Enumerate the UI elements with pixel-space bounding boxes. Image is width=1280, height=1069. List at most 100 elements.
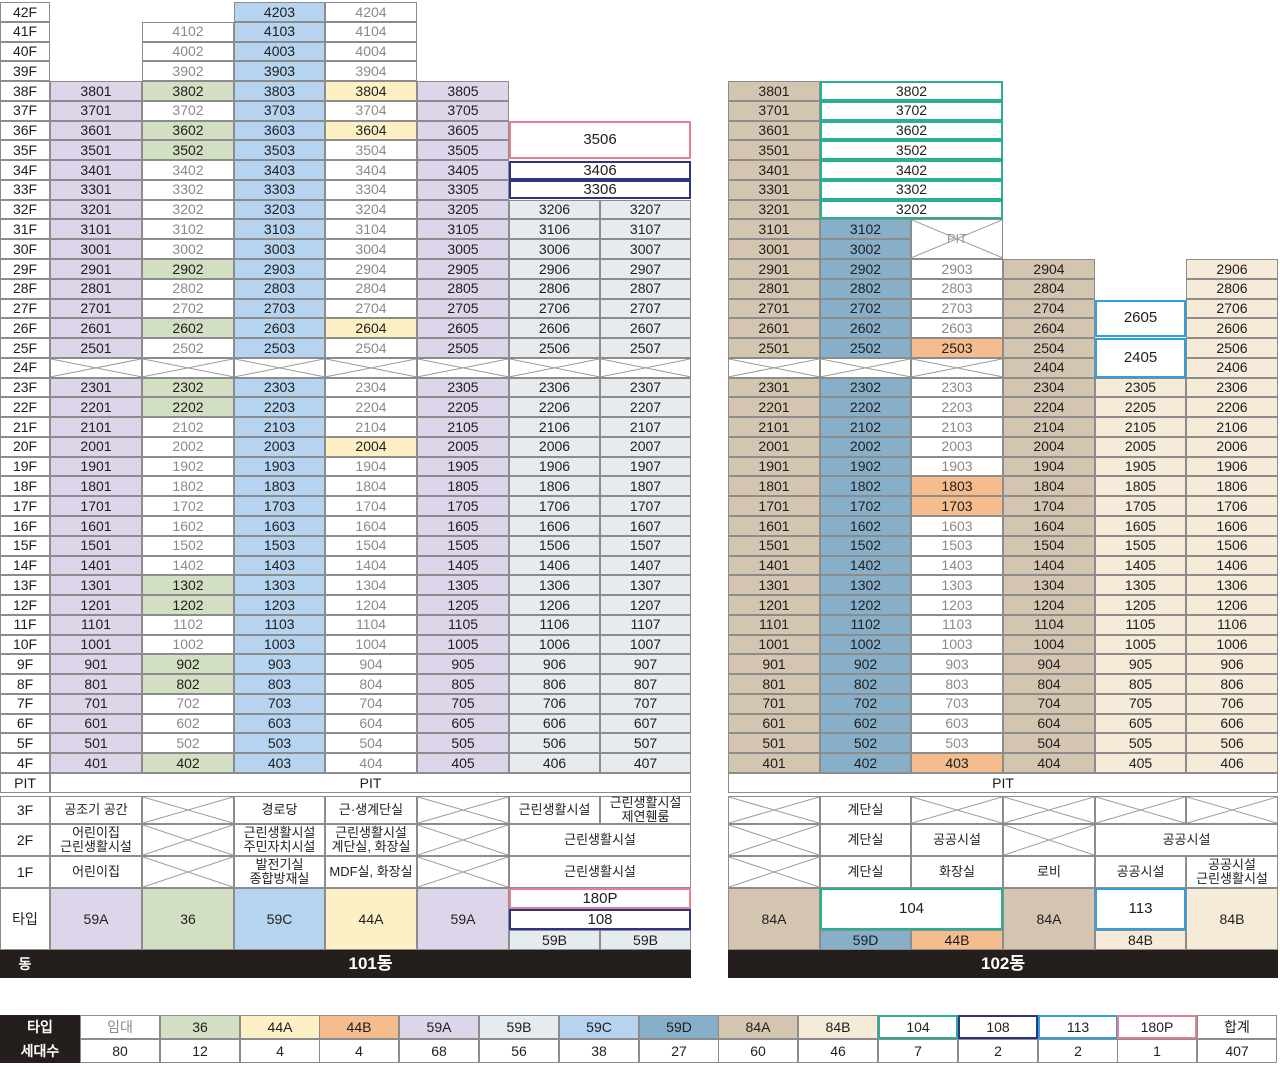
unit-cell: 802 — [820, 674, 911, 694]
unit-cell: 1807 — [600, 476, 691, 497]
unit-cell: 501 — [50, 733, 142, 754]
unit-cell: 3601 — [50, 120, 142, 141]
unit-cell: 1404 — [1003, 555, 1095, 576]
unit-cell: 2901 — [728, 259, 820, 279]
unit-cell: 807 — [600, 674, 691, 694]
summary-type-cell: 84A — [718, 1015, 798, 1039]
unit-cell: 1705 — [417, 496, 509, 517]
unit-cell: 2806 — [509, 278, 600, 299]
unit-cell: 2306 — [509, 377, 600, 398]
unit-cell: 1703 — [234, 496, 325, 517]
unit-cell: 3802 — [142, 81, 234, 101]
unit-cell: 705 — [417, 693, 509, 714]
empty-cell — [142, 357, 234, 378]
unit-cell: 902 — [142, 654, 234, 675]
unit-cell: 1005 — [1095, 634, 1186, 655]
summary-count-cell: 38 — [559, 1039, 639, 1063]
unit-cell: 2202 — [820, 397, 911, 418]
unit-cell: 602 — [142, 713, 234, 734]
unit-cell: 3105 — [417, 219, 509, 240]
unit-cell: 904 — [1003, 654, 1095, 675]
unit-cell: 504 — [325, 733, 417, 754]
unit-cell: 3101 — [728, 219, 820, 240]
type-104: 104 — [820, 888, 1003, 930]
unit-cell: 3202 — [142, 199, 234, 220]
empty-cell — [142, 824, 234, 856]
unit-cell: 4002 — [142, 41, 234, 62]
unit-cell: 606 — [1186, 713, 1278, 734]
unit-cell: 1901 — [50, 456, 142, 477]
floor-label: 5F — [0, 733, 50, 754]
unit-cell: 603 — [234, 713, 325, 734]
unit-cell: 1006 — [1186, 634, 1278, 655]
unit-cell: 506 — [1186, 733, 1278, 754]
unit-cell: 1102 — [820, 614, 911, 635]
unit-cell: 1205 — [417, 595, 509, 615]
unit-cell: 2702 — [820, 298, 911, 319]
floor-label: 13F — [0, 575, 50, 596]
unit-cell: 3205 — [417, 199, 509, 220]
unit-cell: 2701 — [50, 298, 142, 319]
floor-label: 7F — [0, 693, 50, 714]
unit-cell: 2607 — [600, 318, 691, 339]
unit-cell: 1105 — [417, 614, 509, 635]
unit-cell: 2103 — [911, 417, 1003, 437]
unit-cell: 1204 — [1003, 595, 1095, 615]
floor-label: 20F — [0, 436, 50, 457]
unit-3506: 3506 — [509, 121, 691, 159]
unit-cell: 4102 — [142, 21, 234, 42]
unit-104: 3802 — [820, 81, 1003, 101]
unit-cell: 3107 — [600, 219, 691, 240]
unit-cell: 2107 — [600, 417, 691, 437]
unit-2405: 2405 — [1095, 338, 1186, 378]
unit-cell: 3102 — [142, 219, 234, 240]
unit-cell: 1701 — [728, 496, 820, 517]
unit-cell: 2706 — [1186, 298, 1278, 319]
unit-cell: 1106 — [1186, 614, 1278, 635]
unit-cell: 403 — [911, 753, 1003, 774]
type-label: 타입 — [0, 888, 50, 950]
unit-cell: 2504 — [1003, 338, 1095, 358]
floor-label: 3F — [0, 796, 50, 824]
type-cell: 59D — [820, 930, 911, 950]
unit-cell: 1604 — [1003, 516, 1095, 536]
unit-cell: 901 — [728, 654, 820, 675]
floor-label: 26F — [0, 318, 50, 339]
unit-cell: 2202 — [142, 397, 234, 418]
unit-cell: 2801 — [50, 278, 142, 299]
unit-cell: 3404 — [325, 160, 417, 180]
unit-cell: 2201 — [50, 397, 142, 418]
empty-cell — [600, 357, 691, 378]
unit-cell: 1606 — [1186, 516, 1278, 536]
unit-cell: 1706 — [509, 496, 600, 517]
unit-cell: 1203 — [234, 595, 325, 615]
unit-cell: 1507 — [600, 535, 691, 556]
unit-cell: 2804 — [1003, 278, 1095, 299]
unit-cell: 1704 — [325, 496, 417, 517]
unit-cell: 2304 — [1003, 377, 1095, 398]
unit-cell: 404 — [1003, 753, 1095, 774]
unit-cell: 3501 — [728, 140, 820, 161]
unit-cell: 3007 — [600, 239, 691, 259]
unit-cell: 1003 — [234, 634, 325, 655]
unit-cell: 801 — [728, 674, 820, 694]
type-cell: 84A — [1003, 888, 1095, 950]
summary-type-cell: 임대 — [80, 1015, 160, 1039]
unit-cell: 4003 — [234, 41, 325, 62]
empty-cell — [417, 856, 509, 888]
empty-cell — [728, 856, 820, 888]
unit-cell: 2801 — [728, 278, 820, 299]
type-cell: 36 — [142, 888, 234, 950]
unit-cell: 905 — [417, 654, 509, 675]
floor-label: 41F — [0, 21, 50, 42]
unit-cell: 1902 — [820, 456, 911, 477]
unit-cell: 2802 — [142, 278, 234, 299]
unit-cell: 2507 — [600, 338, 691, 358]
unit-cell: 1305 — [417, 575, 509, 596]
floor-label: 36F — [0, 120, 50, 141]
unit-cell: 2903 — [234, 259, 325, 279]
unit-cell: 3001 — [50, 239, 142, 259]
summary-count-cell: 4 — [319, 1039, 399, 1063]
unit-cell: 2101 — [728, 417, 820, 437]
unit-cell: 507 — [600, 733, 691, 754]
